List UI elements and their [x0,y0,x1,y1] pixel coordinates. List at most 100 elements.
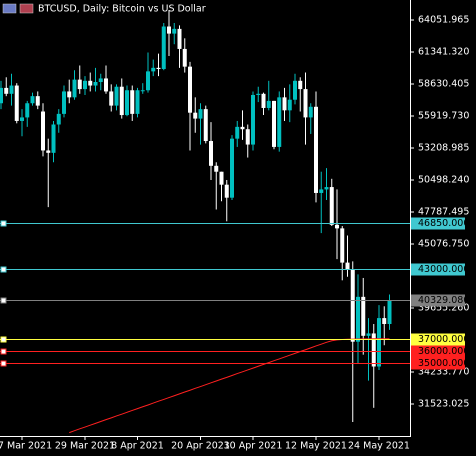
plot-area [0,9,392,434]
candle-body [161,26,166,70]
price-level-handle [0,220,7,227]
candle-body [51,124,56,153]
candle-body [235,126,240,139]
candle-body [371,333,376,367]
candle-body [382,318,387,324]
price-level-handle [0,297,7,304]
y-tick-label: 53208.985 [418,142,469,153]
price-tag [411,217,465,230]
candle-body [256,93,261,95]
candle-body [345,262,350,270]
x-tick-label: 17 Mar 2021 [0,441,52,452]
y-tick-label: 64051.965 [418,14,469,25]
y-tick-label: 31523.025 [418,398,469,409]
price-tag [411,333,465,346]
candle-body [35,96,40,106]
candle-body [140,90,145,92]
candle-body [303,89,308,118]
candle-body [230,138,234,198]
candle-body [14,85,19,121]
candle-body [193,112,198,119]
price-tag-label: 40329.080 [418,295,469,306]
candle-body [324,187,329,190]
candle-body [314,106,318,193]
moving-average [69,338,390,434]
candle-body [245,129,250,145]
price-tag-label: 46850.000 [418,218,469,229]
candle-body [172,28,177,34]
candle-body [251,94,255,145]
candle-body [4,87,9,94]
candle-body [88,80,93,86]
y-tick-label: 45076.750 [418,238,469,249]
candle-body [219,171,224,185]
price-level-handle [0,360,7,367]
price-tag-label: 35000.000 [418,358,469,369]
price-tag-label: 37000.000 [418,334,469,345]
candle-body [272,100,276,147]
candle-body [350,269,355,342]
y-tick-label: 61341.320 [418,46,469,57]
candle-body [361,296,366,336]
candle-body [41,111,45,151]
candle-body [277,97,282,147]
candle-body [335,224,339,229]
candle-body [156,67,161,70]
candle-body [109,91,114,106]
price-tag [411,357,465,370]
price-level-handle [0,348,7,355]
candle-body [188,66,192,113]
price-tag [411,294,465,307]
y-tick-label: 39655.260 [418,302,469,313]
candle-body [77,79,82,90]
candle-body [214,165,219,172]
candle-body [0,87,3,104]
candle-body [319,189,324,193]
candle-body [329,187,334,225]
candle-body [240,126,245,130]
candle-body [151,67,156,72]
candle-body [308,106,313,118]
symbol-flags [2,3,34,14]
y-tick-label: 50498.240 [418,174,469,185]
candle-body [209,141,213,166]
candle-body [125,90,129,116]
candle-body [340,228,345,263]
candle-body [198,109,203,119]
candle-body [72,79,77,98]
chart-title: BTCUSD, Daily: Bitcoin vs US Dollar [38,4,206,15]
candle-body [203,109,208,142]
candle-body [282,97,287,111]
x-tick-label: 8 Apr 2021 [111,441,164,452]
candle-body [9,85,14,94]
candle-body [224,184,229,198]
candle-body [377,318,381,367]
candle-body [287,99,292,111]
candle-body [46,150,51,153]
candle-body [293,80,297,100]
candle-body [366,333,371,336]
candle-body [119,86,124,116]
candle-body [83,80,87,90]
y-tick-label: 58630.405 [418,78,469,89]
candle-body [30,96,35,104]
x-tick-label: 30 Apr 2021 [224,441,283,452]
candle-body [387,300,392,324]
y-tick-label: 34233.770 [418,366,469,377]
candle-body [25,103,30,118]
candle-body [182,48,187,67]
x-tick-label: 24 May 2021 [348,441,410,452]
price-tag-label: 36000.000 [418,346,469,357]
candle-body [98,78,103,82]
x-tick-label: 20 Apr 2021 [171,441,230,452]
price-tag-label: 43000.000 [418,264,469,275]
y-tick-label: 47787.495 [418,206,469,217]
candle-body [20,117,24,121]
candle-body [266,100,271,108]
candle-body [114,86,119,106]
candle-body [146,71,150,91]
candle-body [298,80,303,90]
candle-body [177,28,182,49]
